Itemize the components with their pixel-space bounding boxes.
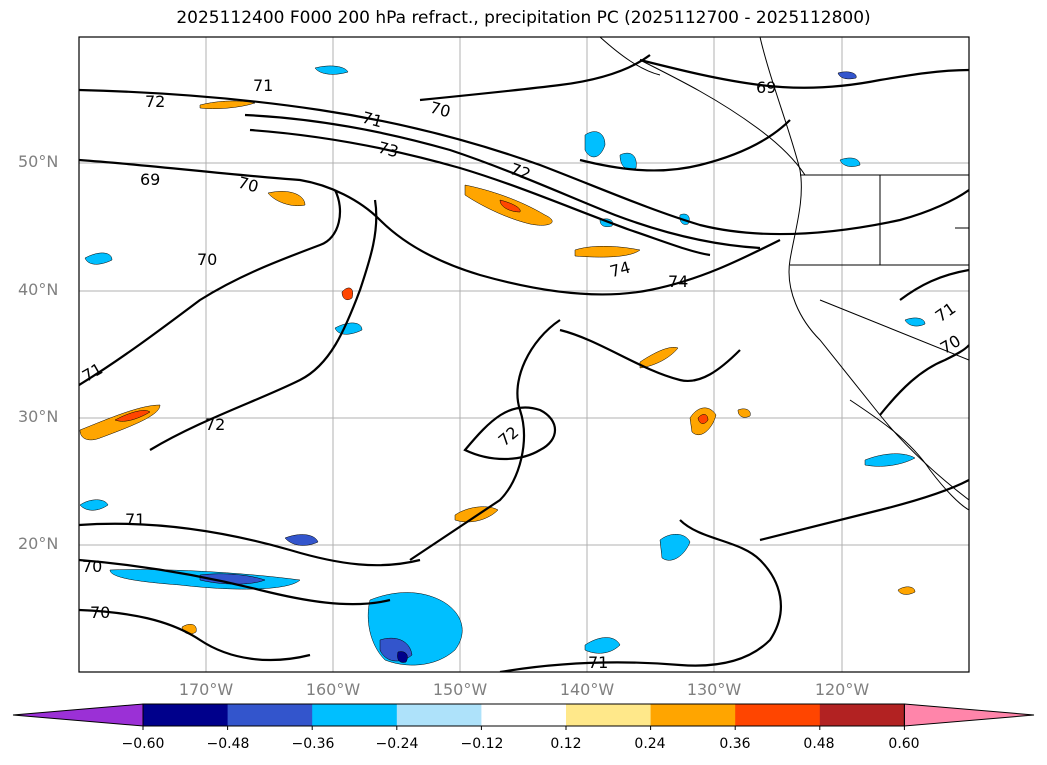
contour-label: 71 xyxy=(588,653,608,672)
contour-label: 69 xyxy=(756,78,776,97)
contour-label: 74 xyxy=(608,258,633,282)
refractivity-contours xyxy=(79,54,969,672)
colorbar-segment xyxy=(735,704,821,726)
colorbar-tick-label: −0.48 xyxy=(206,736,250,752)
contour-label: 72 xyxy=(145,92,165,111)
map-frame xyxy=(78,36,970,673)
colorbar-tick-label: −0.24 xyxy=(375,736,419,752)
colorbar-tick-label: −0.12 xyxy=(460,736,504,752)
gridlines xyxy=(79,37,969,672)
colorbar-segment xyxy=(396,704,482,726)
contour-label: 70 xyxy=(90,603,110,622)
contour-label: 69 xyxy=(140,170,160,189)
contour-label: 71 xyxy=(125,510,145,529)
colorbar-tick-label: 0.60 xyxy=(888,736,920,752)
lon-label: 150°W xyxy=(432,680,488,699)
colorbar-segment xyxy=(143,704,229,726)
colorbar-tick-label: 0.12 xyxy=(550,736,582,752)
lon-label: 140°W xyxy=(559,680,615,699)
coastlines-borders xyxy=(599,37,969,511)
lon-label: 120°W xyxy=(814,680,870,699)
lon-label: 170°W xyxy=(178,680,234,699)
contour-label: 71 xyxy=(360,108,385,132)
colorbar-segment xyxy=(312,704,398,726)
contour-label: 70 xyxy=(428,98,453,122)
contour-label: 70 xyxy=(236,173,261,197)
colorbar-segment xyxy=(650,704,736,726)
contour-label: 71 xyxy=(253,76,273,95)
colorbar-frame xyxy=(142,703,905,727)
contour-label: 72 xyxy=(205,415,225,434)
colorbar-segment xyxy=(819,704,905,726)
colorbar-tick-label: −0.60 xyxy=(121,736,165,752)
colorbar-tick-label: 0.48 xyxy=(803,736,835,752)
colorbar-segment xyxy=(566,704,652,726)
contour-label: 74 xyxy=(668,272,688,291)
colorbar-extend-low xyxy=(12,703,144,727)
colorbar-tick-label: −0.36 xyxy=(291,736,335,752)
precipitation-shading xyxy=(79,65,926,666)
colorbar xyxy=(12,703,1035,730)
colorbar-extend-high xyxy=(903,703,1035,727)
lat-label: 40°N xyxy=(18,280,59,299)
contour-label: 70 xyxy=(82,557,102,576)
map-title: 2025112400 F000 200 hPa refract., precip… xyxy=(176,8,871,28)
contour-label: 73 xyxy=(376,138,401,162)
lon-label: 130°W xyxy=(686,680,742,699)
lon-label: 160°W xyxy=(305,680,361,699)
contour-label: 70 xyxy=(197,250,217,269)
lat-label: 30°N xyxy=(18,407,59,426)
colorbar-segment xyxy=(481,704,567,726)
colorbar-tick-label: 0.24 xyxy=(634,736,666,752)
colorbar-tick-label: 0.36 xyxy=(719,736,751,752)
lat-label: 20°N xyxy=(18,534,59,553)
lat-label: 50°N xyxy=(18,152,59,171)
colorbar-segment xyxy=(227,704,313,726)
